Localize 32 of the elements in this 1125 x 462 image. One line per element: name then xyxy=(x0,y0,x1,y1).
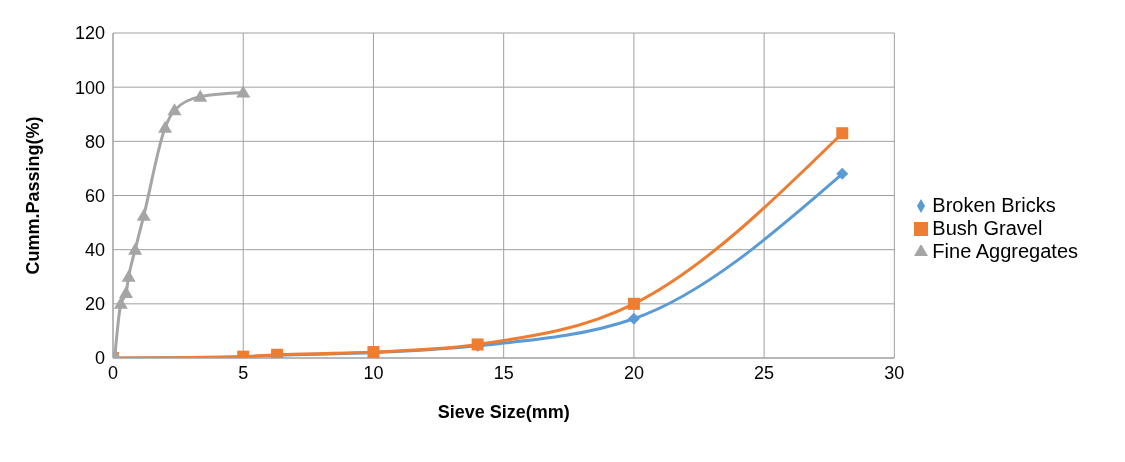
x-tick-label: 0 xyxy=(107,362,119,383)
y-tick-label: 20 xyxy=(84,294,105,315)
x-tick-label: 20 xyxy=(623,362,644,383)
point xyxy=(627,297,640,310)
y-tick-label: 40 xyxy=(84,240,105,261)
y-tick-label: 60 xyxy=(84,185,105,206)
x-tick-label: 10 xyxy=(363,362,384,383)
x-tick-label: 30 xyxy=(884,362,905,383)
point xyxy=(136,208,151,221)
legend-label: Broken Bricks xyxy=(932,193,1056,216)
y-tick-label: 100 xyxy=(74,77,105,98)
point xyxy=(167,103,182,116)
y-axis-title: Cumm.Passing(%) xyxy=(23,116,44,275)
point xyxy=(121,269,136,282)
point xyxy=(236,85,251,98)
point xyxy=(119,286,134,298)
x-tick-label: 5 xyxy=(238,362,249,383)
point xyxy=(627,312,640,325)
point xyxy=(158,120,173,133)
point xyxy=(193,89,208,102)
point xyxy=(128,242,143,255)
legend-label: Bush Gravel xyxy=(932,216,1043,239)
legend-label: Fine Aggregates xyxy=(932,239,1078,262)
x-tick-label: 25 xyxy=(754,362,775,383)
point xyxy=(836,127,849,140)
point xyxy=(113,296,128,309)
x-tick-label: 15 xyxy=(493,362,514,383)
x-axis-title: Sieve Size(mm) xyxy=(437,402,570,422)
y-tick-label: 120 xyxy=(74,23,105,44)
y-tick-label: 0 xyxy=(94,348,105,369)
y-tick-label: 80 xyxy=(84,131,105,152)
point xyxy=(836,167,849,180)
